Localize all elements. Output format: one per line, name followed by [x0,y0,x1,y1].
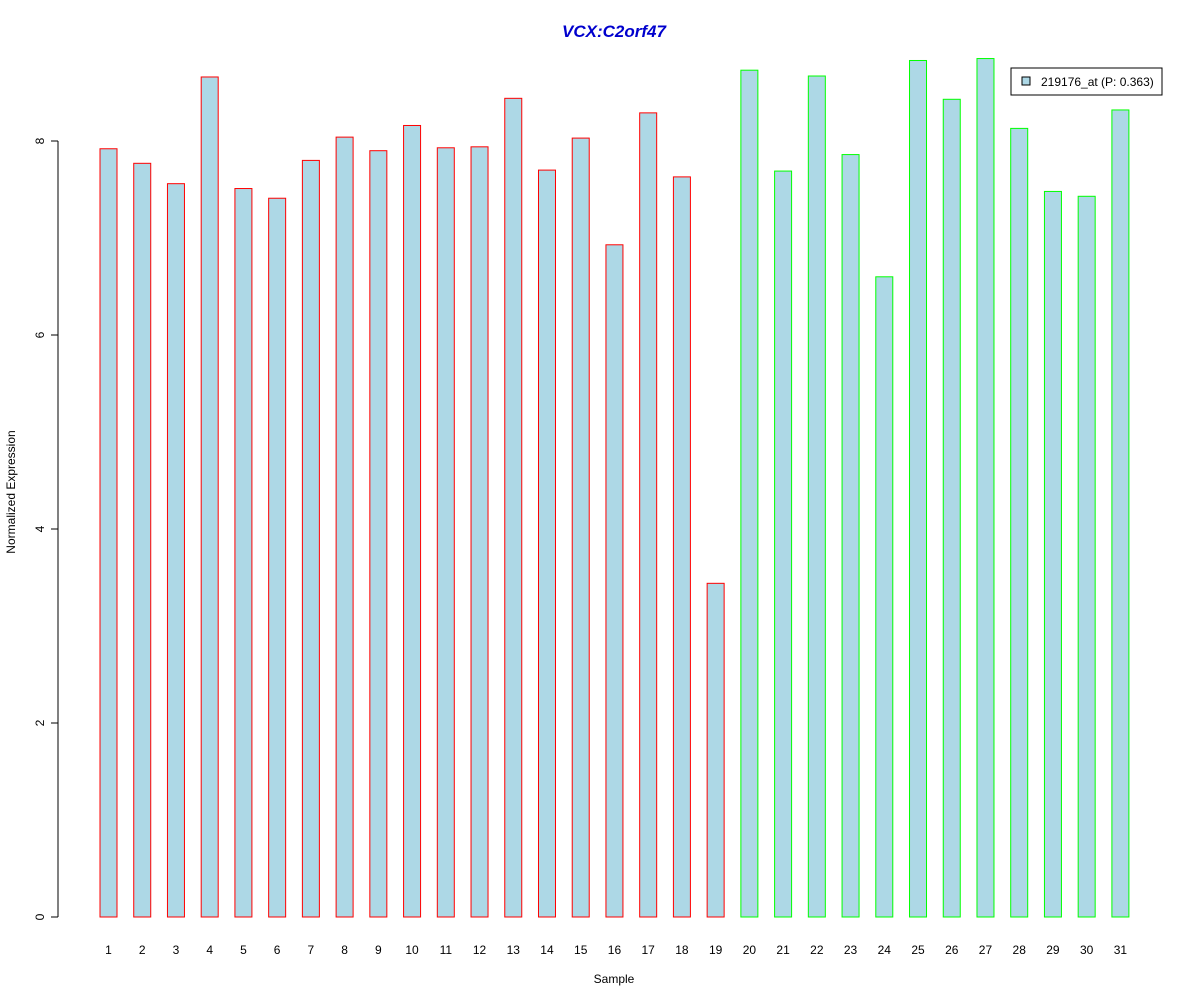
bar-sample-19 [706,582,725,918]
x-axis-label: Sample [594,972,635,986]
x-tick-label: 3 [173,943,180,957]
x-tick-label: 23 [844,943,858,957]
x-tick-label: 24 [878,943,892,957]
bar-sample-14 [537,169,556,918]
x-tick-label: 22 [810,943,824,957]
x-tick-label: 21 [776,943,790,957]
bar-sample-20 [740,69,759,918]
x-tick-label: 2 [139,943,146,957]
x-tick-label: 20 [743,943,757,957]
y-tick-label: 6 [33,331,47,338]
x-tick-label: 19 [709,943,723,957]
y-tick-label: 2 [33,719,47,726]
x-tick-labels: 1 2 3 4 5 6 7 8 9 10 11 12 13 14 15 16 17 18 19 20 21 22 23 24 2… [105,943,1127,957]
bar-sample-13 [504,97,523,918]
x-tick-label: 6 [274,943,281,957]
y-tick-label: 4 [33,525,47,532]
x-tick-label: 18 [675,943,689,957]
bars [99,58,1130,918]
x-tick-label: 8 [341,943,348,957]
x-tick-label: 1 [105,943,112,957]
bar-sample-8 [335,136,354,918]
bar-sample-26 [942,98,961,918]
bar-sample-9 [369,150,388,918]
y-axis-label: Normalized Expression [4,430,18,553]
bar-sample-4 [200,76,219,918]
bar-sample-27 [976,58,995,918]
legend-label: 219176_at (P: 0.363) [1041,75,1154,89]
x-tick-label: 16 [608,943,622,957]
y-ticks: 0 2 4 6 8 [33,137,58,920]
x-tick-label: 25 [911,943,925,957]
x-tick-label: 7 [308,943,315,957]
bar-sample-23 [841,154,860,918]
bar-sample-2 [133,162,152,918]
bar-sample-21 [774,170,793,918]
bar-sample-7 [301,159,320,918]
bar-sample-28 [1010,127,1029,918]
bar-sample-25 [909,59,928,918]
bar-sample-6 [268,197,287,918]
bar-sample-1 [99,148,118,918]
legend-swatch [1021,76,1031,86]
bar-sample-18 [672,176,691,918]
x-tick-label: 13 [507,943,521,957]
x-tick-label: 12 [473,943,487,957]
x-tick-label: 5 [240,943,247,957]
x-tick-label: 9 [375,943,382,957]
x-tick-label: 27 [979,943,993,957]
y-tick-label: 0 [33,913,47,920]
x-tick-label: 14 [540,943,554,957]
bar-sample-31 [1111,109,1130,918]
bar-sample-12 [470,146,489,918]
bar-sample-15 [571,137,590,918]
x-tick-label: 28 [1013,943,1027,957]
bar-sample-17 [639,112,658,918]
x-tick-label: 15 [574,943,588,957]
x-tick-label: 17 [642,943,656,957]
bar-sample-16 [605,244,624,918]
chart-title: VCX:C2orf47 [562,22,667,41]
bar-sample-30 [1077,195,1096,918]
bar-sample-5 [234,188,253,918]
legend: 219176_at (P: 0.363) [1010,67,1163,96]
legend-box [1010,67,1163,96]
bar-sample-29 [1043,190,1062,918]
bar-sample-11 [436,147,455,918]
y-tick-label: 8 [33,137,47,144]
x-tick-label: 4 [206,943,213,957]
x-tick-label: 26 [945,943,959,957]
bar-sample-3 [166,183,185,918]
x-tick-label: 29 [1046,943,1060,957]
x-tick-label: 30 [1080,943,1094,957]
bar-sample-24 [875,276,894,918]
bar-sample-10 [403,124,422,918]
x-tick-label: 31 [1114,943,1128,957]
x-tick-label: 11 [440,943,453,957]
bar-sample-22 [807,75,826,918]
x-tick-label: 10 [405,943,419,957]
